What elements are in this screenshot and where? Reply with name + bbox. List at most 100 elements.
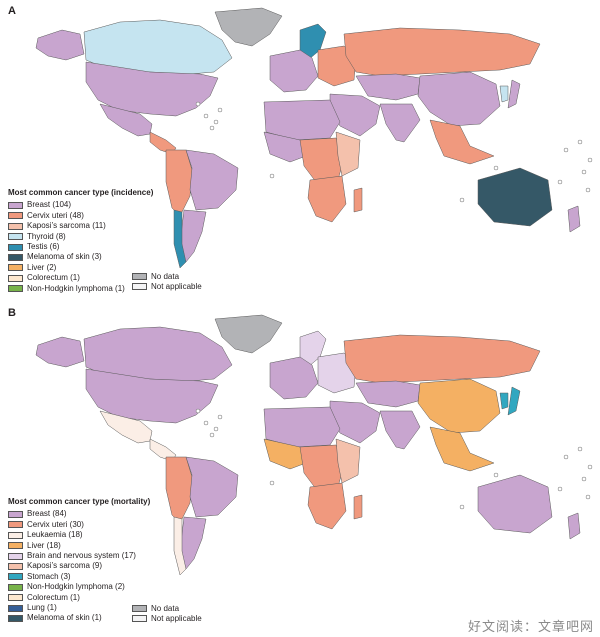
legend-incidence: Most common cancer type (incidence) Brea… xyxy=(8,188,153,294)
region-se-asia xyxy=(429,426,495,472)
legend-label: Breast (104) xyxy=(27,200,72,210)
legend-swatch xyxy=(8,222,23,230)
region-greenland xyxy=(214,314,283,354)
legend-label: Testis (6) xyxy=(27,241,60,251)
legend-entry: Breast (84) xyxy=(8,509,150,519)
legend-title: Most common cancer type (mortality) xyxy=(8,497,151,506)
legend-swatch xyxy=(8,264,23,272)
region-india xyxy=(379,103,421,143)
small-state-marker xyxy=(269,173,275,179)
legend-label: Not applicable xyxy=(151,282,202,292)
region-korea xyxy=(499,85,509,103)
legend-swatch xyxy=(8,285,23,293)
legend-label: Kaposi’s sarcoma (9) xyxy=(27,561,102,571)
legend-swatch xyxy=(8,604,23,612)
legend-items: Breast (84) Cervix uteri (30) Leukaemia (1… xyxy=(8,509,150,623)
legend-label: Leukaemia (18) xyxy=(27,530,83,540)
legend-extra: No data Not applicable xyxy=(132,271,202,292)
legend-swatch xyxy=(8,542,23,550)
region-new-zealand xyxy=(567,512,581,540)
small-state-marker xyxy=(459,197,465,203)
legend-entry: Cervix uteri (30) xyxy=(8,520,150,530)
region-west-africa xyxy=(263,131,307,163)
small-state-marker xyxy=(269,480,275,486)
legend-swatch xyxy=(132,272,147,280)
legend-label: Liver (2) xyxy=(27,262,57,272)
region-east-africa xyxy=(335,131,361,177)
region-south-america-east xyxy=(185,456,239,518)
region-central-asia xyxy=(355,73,421,101)
legend-label: Cervix uteri (48) xyxy=(27,210,84,220)
legend-label: No data xyxy=(151,271,180,281)
legend-label: Non-Hodgkin lymphoma (2) xyxy=(27,582,125,592)
small-state-marker xyxy=(587,157,593,163)
region-south-america-west xyxy=(165,149,193,217)
region-north-africa xyxy=(263,99,341,141)
region-middle-east xyxy=(329,400,381,444)
region-middle-east xyxy=(329,93,381,137)
region-japan xyxy=(507,386,521,416)
small-state-marker xyxy=(209,125,215,131)
legend-entry: Brain and nervous system (17) xyxy=(8,551,150,561)
legend-label: Stomach (3) xyxy=(27,571,71,581)
legend-label: Melanoma of skin (3) xyxy=(27,252,102,262)
small-state-marker xyxy=(577,139,583,145)
legend-items: Breast (104) Cervix uteri (48) Kaposi’s sa… xyxy=(8,200,153,294)
region-china xyxy=(417,378,501,434)
legend-label: Colorectum (1) xyxy=(27,273,80,283)
region-madagascar xyxy=(353,494,363,520)
legend-entry: Not applicable xyxy=(132,613,202,623)
legend-entry: Leukaemia (18) xyxy=(8,530,150,540)
small-state-marker xyxy=(203,420,209,426)
small-state-marker xyxy=(217,107,223,113)
small-state-marker xyxy=(581,476,587,482)
legend-entry: No data xyxy=(132,271,202,281)
small-state-marker xyxy=(203,113,209,119)
legend-swatch xyxy=(132,283,147,291)
region-russia xyxy=(343,27,541,77)
region-australia xyxy=(477,474,553,534)
legend-label: Breast (84) xyxy=(27,509,67,519)
legend-label: Thyroid (8) xyxy=(27,231,66,241)
world-map-incidence xyxy=(35,7,593,269)
legend-label: Melanoma of skin (1) xyxy=(27,613,102,623)
legend-swatch xyxy=(8,573,23,581)
legend-entry: Non-Hodgkin lymphoma (1) xyxy=(8,284,153,294)
small-state-marker xyxy=(493,472,499,478)
legend-entry: Cervix uteri (48) xyxy=(8,211,153,221)
legend-entry: Non-Hodgkin lymphoma (2) xyxy=(8,582,150,592)
region-japan xyxy=(507,79,521,109)
region-west-africa xyxy=(263,438,307,470)
region-europe-west xyxy=(269,49,319,93)
legend-swatch xyxy=(8,243,23,251)
small-state-marker xyxy=(563,147,569,153)
panel-letter: A xyxy=(8,5,16,17)
region-north-africa xyxy=(263,406,341,448)
legend-swatch xyxy=(8,563,23,571)
legend-swatch xyxy=(132,604,147,612)
panel-b: B Most common cancer type (mortality) Br… xyxy=(0,305,600,637)
legend-swatch xyxy=(8,552,23,560)
legend-entry: Liver (18) xyxy=(8,541,150,551)
legend-entry: Colorectum (1) xyxy=(8,273,153,283)
small-state-marker xyxy=(585,187,591,193)
legend-entry: Lung (1) xyxy=(8,603,150,613)
small-state-marker xyxy=(581,169,587,175)
legend-label: Liver (18) xyxy=(27,540,61,550)
region-russia xyxy=(343,334,541,384)
legend-swatch xyxy=(8,615,23,622)
region-east-africa xyxy=(335,438,361,484)
legend-entry: Melanoma of skin (1) xyxy=(8,613,150,623)
region-southern-africa xyxy=(307,175,347,223)
legend-entry: Kaposi’s sarcoma (9) xyxy=(8,561,150,571)
legend-extra: No data Not applicable xyxy=(132,603,202,624)
legend-swatch xyxy=(8,233,23,241)
region-new-zealand xyxy=(567,205,581,233)
legend-swatch xyxy=(8,254,23,262)
legend-entry: Kaposi’s sarcoma (11) xyxy=(8,221,153,231)
watermark-text: 好文阅读：文章吧网 xyxy=(467,620,594,635)
small-state-marker xyxy=(195,101,201,107)
legend-label: Non-Hodgkin lymphoma (1) xyxy=(27,283,125,293)
legend-swatch xyxy=(8,531,23,539)
region-southern-africa xyxy=(307,482,347,530)
